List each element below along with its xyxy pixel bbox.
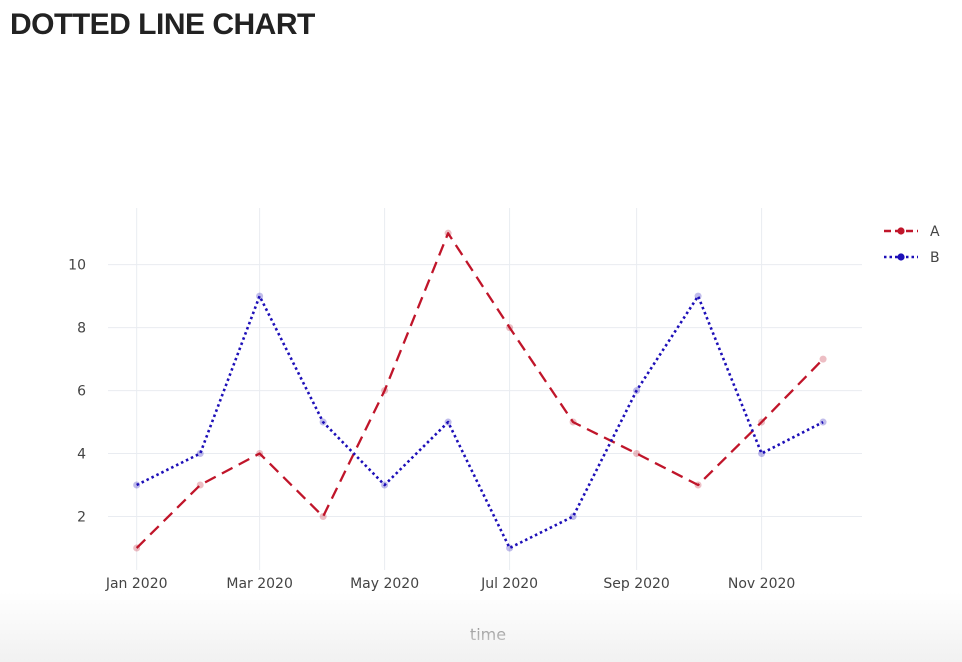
series-line-b [136,294,824,550]
data-point-a[interactable] [319,512,327,520]
data-point-b[interactable] [758,450,766,458]
data-point-a[interactable] [256,450,264,458]
page-title: DOTTED LINE CHART [10,8,315,41]
data-point-b[interactable] [196,450,204,458]
y-tick-label: 2 [77,509,86,525]
x-axis-title: time [470,625,506,644]
data-point-a[interactable] [694,481,702,489]
data-point-a[interactable] [381,387,389,395]
legend-item-b[interactable]: B [884,250,940,266]
series-line-a [135,232,824,549]
data-point-a[interactable] [444,229,452,237]
data-point-a[interactable] [758,418,766,426]
legend[interactable]: AB [884,224,940,266]
x-tick-label: Jul 2020 [480,576,538,592]
data-point-a[interactable] [196,481,204,489]
x-tick-label: Sep 2020 [603,576,669,592]
x-tick-label: Mar 2020 [226,576,293,592]
y-axis: 2 4 6 8 10 [68,258,86,526]
plot-area [133,229,827,552]
data-point-b[interactable] [694,292,702,300]
data-point-a[interactable] [506,324,514,332]
series-a [133,229,827,552]
legend-swatch-marker [897,253,905,261]
x-axis: Jan 2020 Mar 2020 May 2020 Jul 2020 Sep 2020… [105,576,795,592]
x-tick-label: Nov 2020 [728,576,795,592]
data-point-a[interactable] [569,418,577,426]
data-point-b[interactable] [133,481,141,489]
data-point-b[interactable] [256,292,264,300]
data-point-b[interactable] [819,418,827,426]
legend-label: A [930,224,940,240]
y-tick-label: 8 [77,321,86,337]
x-tick-label: May 2020 [350,576,419,592]
data-point-b[interactable] [381,481,389,489]
legend-label: B [930,250,940,266]
y-tick-label: 6 [77,384,86,400]
data-point-b[interactable] [569,512,577,520]
data-point-b[interactable] [444,418,452,426]
legend-item-a[interactable]: A [884,224,940,240]
data-point-a[interactable] [633,450,641,458]
data-point-b[interactable] [633,387,641,395]
legend-swatch-marker [897,227,905,235]
data-point-b[interactable] [506,544,514,552]
grid [108,208,862,570]
y-tick-label: 10 [68,258,86,274]
y-tick-label: 4 [77,447,86,463]
series-b [133,292,827,552]
x-tick-label: Jan 2020 [105,576,168,592]
data-point-a[interactable] [133,544,141,552]
data-point-a[interactable] [819,355,827,363]
data-point-b[interactable] [319,418,327,426]
